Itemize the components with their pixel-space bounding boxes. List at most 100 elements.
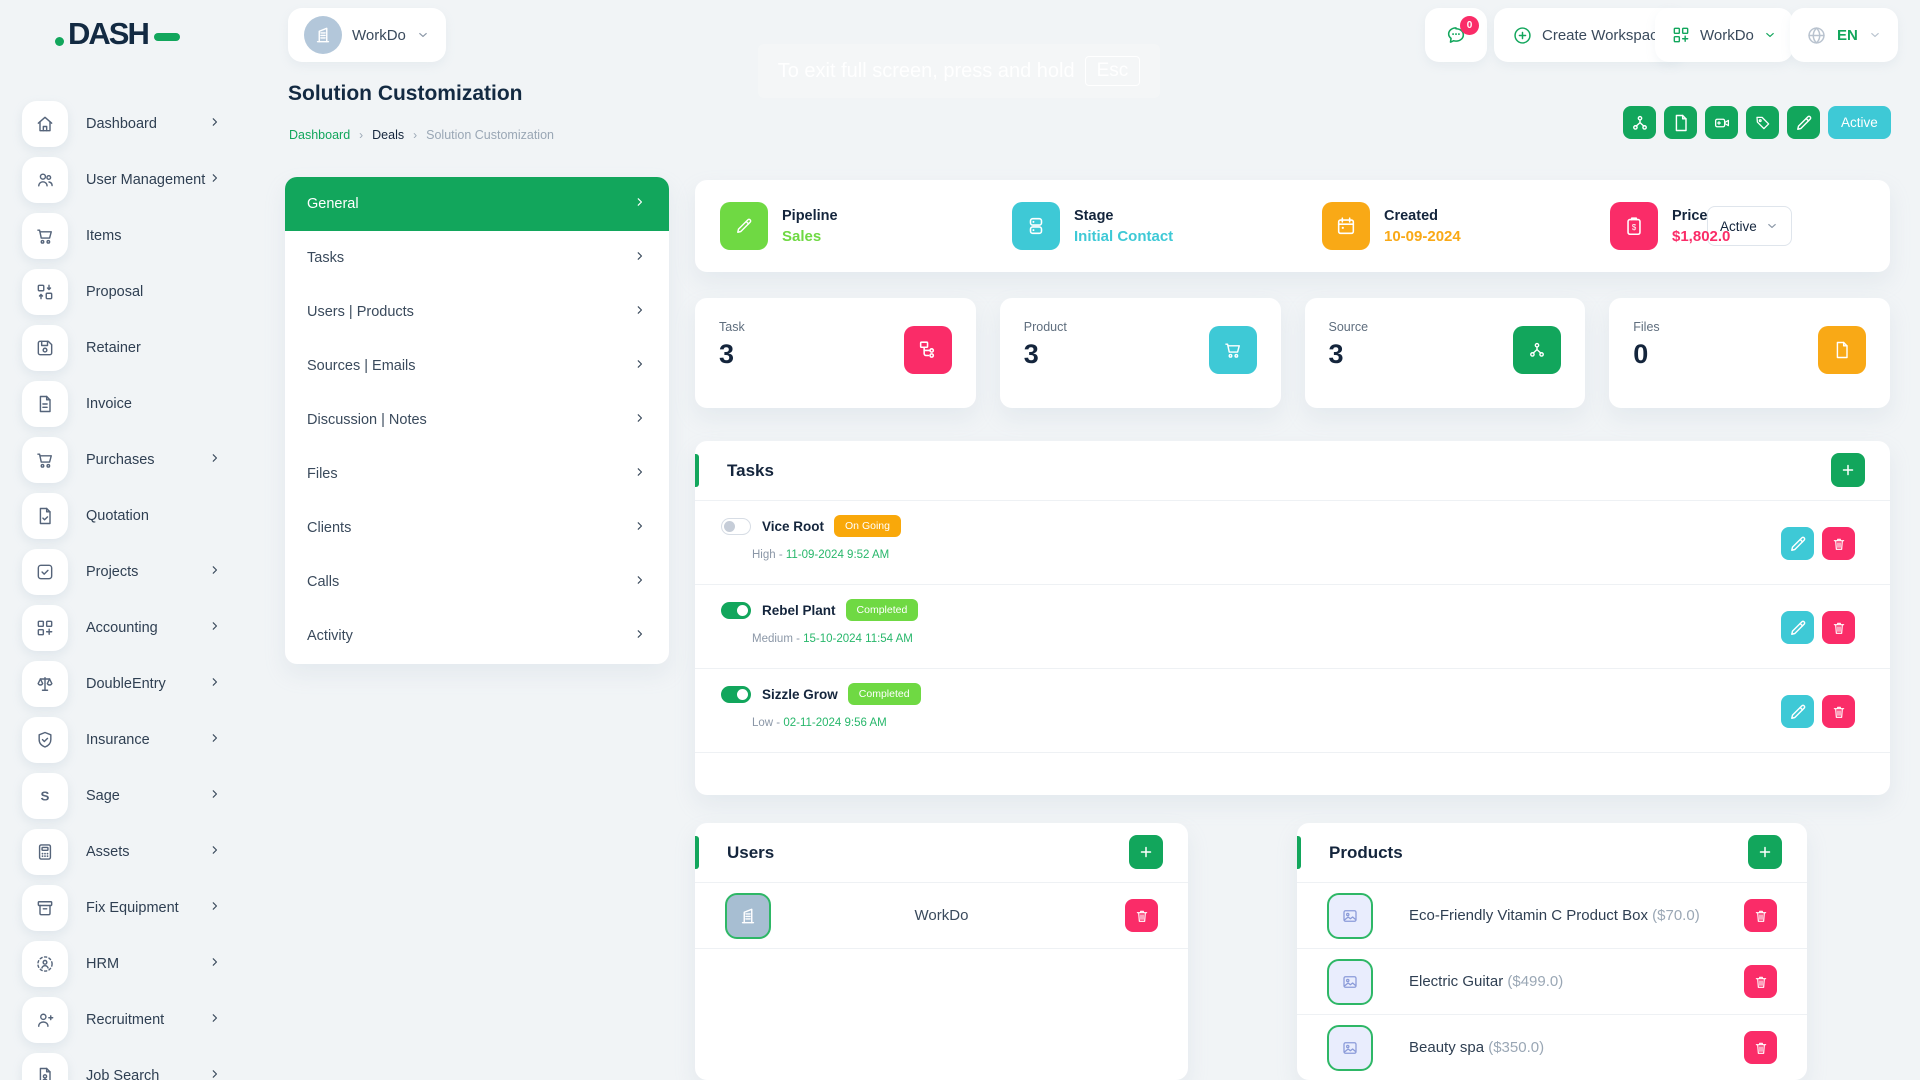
sidebar-item-proposal[interactable]: Proposal xyxy=(0,264,262,320)
messages-button[interactable]: 0 xyxy=(1425,8,1487,62)
breadcrumb-item-deals[interactable]: Deals xyxy=(372,128,405,142)
tag-action-button[interactable] xyxy=(1746,106,1779,139)
menu-item-label: Sources | Emails xyxy=(307,358,416,374)
edit-task-button[interactable] xyxy=(1781,527,1814,560)
summary-value: Sales xyxy=(782,227,822,245)
workspace-menu-button[interactable]: WorkDo xyxy=(1655,8,1793,62)
delete-task-button[interactable] xyxy=(1822,527,1855,560)
stats-row: Task 3 Product 3 Source 3 Files 0 xyxy=(695,298,1890,408)
chevron-right-icon xyxy=(208,899,222,918)
sidebar-item-assets[interactable]: Assets xyxy=(0,824,262,880)
sidebar-item-hrm[interactable]: HRM xyxy=(0,936,262,992)
sidebar-item-items[interactable]: Items xyxy=(0,208,262,264)
delete-task-button[interactable] xyxy=(1822,611,1855,644)
check-square-icon xyxy=(22,549,68,595)
sidebar-item-doubleentry[interactable]: DoubleEntry xyxy=(0,656,262,712)
pencil-action-button[interactable] xyxy=(1787,106,1820,139)
file-action-button[interactable] xyxy=(1664,106,1697,139)
stat-card-task: Task 3 xyxy=(695,298,976,408)
task-complete-toggle[interactable] xyxy=(721,601,751,619)
swap-boxes-icon xyxy=(35,282,55,302)
edit-task-button[interactable] xyxy=(1781,611,1814,644)
sidebar-item-purchases[interactable]: Purchases xyxy=(0,432,262,488)
sidebar-item-label: DoubleEntry xyxy=(86,676,166,692)
trash-icon xyxy=(1753,908,1769,924)
deal-menu-item-clients[interactable]: Clients xyxy=(285,501,669,555)
server-icon xyxy=(1025,215,1047,237)
server-icon xyxy=(1012,202,1060,250)
person-dashed-icon xyxy=(22,941,68,987)
sidebar-item-projects[interactable]: Projects xyxy=(0,544,262,600)
task-complete-toggle[interactable] xyxy=(721,685,751,703)
cart-icon xyxy=(35,450,55,470)
share-nodes-action-button[interactable] xyxy=(1623,106,1656,139)
deal-menu-item-discussion-notes[interactable]: Discussion | Notes xyxy=(285,393,669,447)
deal-status-value: Active xyxy=(1720,218,1757,234)
language-selector[interactable]: EN xyxy=(1790,8,1898,62)
person-plus-icon xyxy=(22,997,68,1043)
trash-icon xyxy=(1753,1040,1769,1056)
calendar-icon xyxy=(1322,202,1370,250)
scales-icon xyxy=(22,661,68,707)
pencil-icon xyxy=(1788,702,1808,722)
menu-item-label: Tasks xyxy=(307,250,345,266)
deal-menu-item-files[interactable]: Files xyxy=(285,447,669,501)
deal-menu-item-tasks[interactable]: Tasks xyxy=(285,231,669,285)
sidebar-item-user-management[interactable]: User Management xyxy=(0,152,262,208)
sidebar-item-retainer[interactable]: Retainer xyxy=(0,320,262,376)
status-badge[interactable]: Active xyxy=(1828,106,1891,139)
stat-value: 3 xyxy=(1023,339,1039,369)
user-avatar xyxy=(725,892,771,939)
sidebar-item-label: Retainer xyxy=(86,340,141,356)
tasks-card: Tasks Vice Root On Going High - 11-09-2024… xyxy=(695,441,1890,795)
add-product-button[interactable] xyxy=(1748,835,1782,869)
tag-icon xyxy=(1754,114,1772,132)
deal-menu-item-general[interactable]: General xyxy=(285,177,669,231)
chevron-right-icon xyxy=(208,451,222,470)
deal-menu-item-users-products[interactable]: Users | Products xyxy=(285,285,669,339)
sidebar-item-label: User Management xyxy=(86,172,206,188)
delete-task-button[interactable] xyxy=(1822,695,1855,728)
app-logo[interactable]: DASH xyxy=(55,16,180,52)
breadcrumb-separator: › xyxy=(413,128,418,142)
sidebar-item-accounting[interactable]: Accounting xyxy=(0,600,262,656)
deal-status-select[interactable]: Active xyxy=(1707,206,1792,246)
delete-product-button[interactable] xyxy=(1744,1031,1777,1064)
task-datetime: 02-11-2024 9:56 AM xyxy=(783,717,887,729)
cart-icon xyxy=(35,226,55,246)
task-complete-toggle[interactable] xyxy=(721,517,751,535)
add-user-button[interactable] xyxy=(1129,835,1163,869)
file-icon xyxy=(1832,340,1852,360)
delete-product-button[interactable] xyxy=(1744,965,1777,998)
person-dashed-icon xyxy=(35,954,55,974)
sidebar-item-label: HRM xyxy=(86,956,120,972)
sidebar-item-fix-equipment[interactable]: Fix Equipment xyxy=(0,880,262,936)
sidebar-item-quotation[interactable]: Quotation xyxy=(0,488,262,544)
create-workspace-button[interactable]: Create Workspace xyxy=(1494,8,1684,62)
deal-menu-item-calls[interactable]: Calls xyxy=(285,555,669,609)
delete-product-button[interactable] xyxy=(1744,899,1777,932)
sidebar-item-label: Invoice xyxy=(86,396,132,412)
document-icon xyxy=(22,381,68,427)
delete-user-button[interactable] xyxy=(1125,899,1158,932)
sidebar-item-sage[interactable]: S Sage xyxy=(0,768,262,824)
sidebar-item-recruitment[interactable]: Recruitment xyxy=(0,992,262,1048)
edit-task-button[interactable] xyxy=(1781,695,1814,728)
sidebar-item-label: Job Search xyxy=(86,1068,160,1080)
workspace-selector[interactable]: WorkDo xyxy=(288,8,446,62)
deal-menu-item-activity[interactable]: Activity xyxy=(285,609,669,663)
task-meta: Medium - 15-10-2024 11:54 AM xyxy=(752,633,1890,645)
video-plus-action-button[interactable] xyxy=(1705,106,1738,139)
plus-icon xyxy=(1756,843,1774,861)
add-task-button[interactable] xyxy=(1831,453,1865,487)
sidebar-item-dashboard[interactable]: Dashboard xyxy=(0,96,262,152)
breadcrumb-item-solution-customization: Solution Customization xyxy=(426,128,554,142)
section-accent xyxy=(695,454,699,487)
product-row-electric-guitar: Electric Guitar ($499.0) xyxy=(1297,949,1807,1015)
sidebar-item-invoice[interactable]: Invoice xyxy=(0,376,262,432)
breadcrumb-item-dashboard[interactable]: Dashboard xyxy=(289,128,351,142)
chevron-right-icon xyxy=(208,563,222,582)
sidebar-item-insurance[interactable]: Insurance xyxy=(0,712,262,768)
deal-menu-item-sources-emails[interactable]: Sources | Emails xyxy=(285,339,669,393)
sidebar-item-job-search[interactable]: Job Search xyxy=(0,1048,262,1080)
